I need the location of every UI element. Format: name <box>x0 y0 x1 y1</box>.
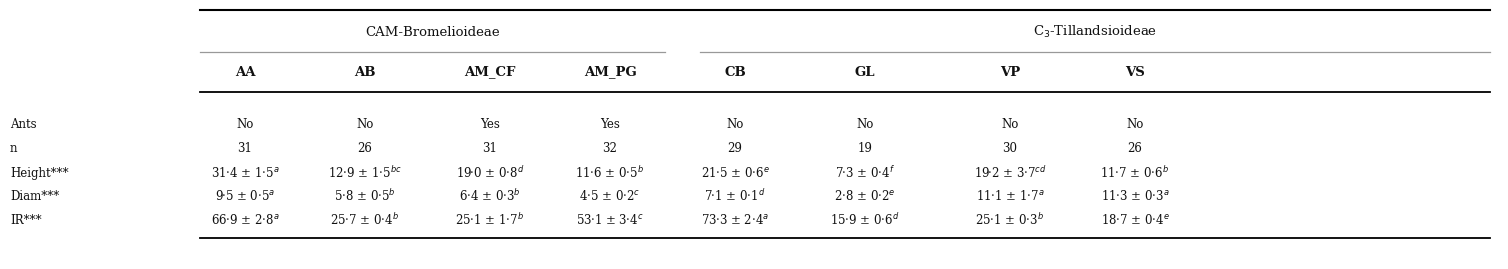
Text: IR***: IR*** <box>11 214 42 226</box>
Text: 25·1 ± 1·7$^{b}$: 25·1 ± 1·7$^{b}$ <box>455 212 525 228</box>
Text: AA: AA <box>235 65 255 79</box>
Text: 30: 30 <box>1003 141 1018 154</box>
Text: C$_3$-Tillandsioideae: C$_3$-Tillandsioideae <box>1033 24 1157 40</box>
Text: Yes: Yes <box>480 119 501 132</box>
Text: 11·7 ± 0·6$^{b}$: 11·7 ± 0·6$^{b}$ <box>1101 165 1170 181</box>
Text: 11·6 ± 0·5$^{b}$: 11·6 ± 0·5$^{b}$ <box>576 165 644 181</box>
Text: 26: 26 <box>357 141 372 154</box>
Text: 25·7 ± 0·4$^{b}$: 25·7 ± 0·4$^{b}$ <box>330 212 400 228</box>
Text: Height***: Height*** <box>11 167 69 179</box>
Text: Ants: Ants <box>11 119 36 132</box>
Text: 29: 29 <box>727 141 742 154</box>
Text: No: No <box>857 119 873 132</box>
Text: Yes: Yes <box>600 119 620 132</box>
Text: 2·8 ± 0·2$^{e}$: 2·8 ± 0·2$^{e}$ <box>834 189 896 203</box>
Text: 66·9 ± 2·8$^{a}$: 66·9 ± 2·8$^{a}$ <box>211 213 279 227</box>
Text: 31: 31 <box>483 141 498 154</box>
Text: 31: 31 <box>238 141 252 154</box>
Text: 4·5 ± 0·2$^{c}$: 4·5 ± 0·2$^{c}$ <box>579 189 641 203</box>
Text: 32: 32 <box>603 141 617 154</box>
Text: 19·0 ± 0·8$^{d}$: 19·0 ± 0·8$^{d}$ <box>455 165 525 181</box>
Text: AM_PG: AM_PG <box>584 65 636 79</box>
Text: 11·1 ± 1·7$^{a}$: 11·1 ± 1·7$^{a}$ <box>976 189 1045 203</box>
Text: 7·3 ± 0·4$^{f}$: 7·3 ± 0·4$^{f}$ <box>835 165 896 181</box>
Text: No: No <box>1126 119 1143 132</box>
Text: 19·2 ± 3·7$^{cd}$: 19·2 ± 3·7$^{cd}$ <box>974 165 1047 181</box>
Text: No: No <box>727 119 743 132</box>
Text: VS: VS <box>1125 65 1145 79</box>
Text: No: No <box>237 119 253 132</box>
Text: 19: 19 <box>858 141 873 154</box>
Text: AM_CF: AM_CF <box>464 65 516 79</box>
Text: CB: CB <box>724 65 746 79</box>
Text: GL: GL <box>855 65 875 79</box>
Text: AB: AB <box>354 65 375 79</box>
Text: 9·5 ± 0·5$^{a}$: 9·5 ± 0·5$^{a}$ <box>216 189 274 203</box>
Text: 31·4 ± 1·5$^{a}$: 31·4 ± 1·5$^{a}$ <box>211 166 279 180</box>
Text: Diam***: Diam*** <box>11 189 59 203</box>
Text: n: n <box>11 141 18 154</box>
Text: 73·3 ± 2·4$^{a}$: 73·3 ± 2·4$^{a}$ <box>701 213 769 227</box>
Text: 5·8 ± 0·5$^{b}$: 5·8 ± 0·5$^{b}$ <box>335 188 395 204</box>
Text: 7·1 ± 0·1$^{d}$: 7·1 ± 0·1$^{d}$ <box>704 188 766 204</box>
Text: 15·9 ± 0·6$^{d}$: 15·9 ± 0·6$^{d}$ <box>831 212 900 228</box>
Text: 53·1 ± 3·4$^{c}$: 53·1 ± 3·4$^{c}$ <box>576 213 644 227</box>
Text: VP: VP <box>1000 65 1019 79</box>
Text: 25·1 ± 0·3$^{b}$: 25·1 ± 0·3$^{b}$ <box>976 212 1045 228</box>
Text: No: No <box>1001 119 1019 132</box>
Text: 12·9 ± 1·5$^{bc}$: 12·9 ± 1·5$^{bc}$ <box>329 165 403 181</box>
Text: 6·4 ± 0·3$^{b}$: 6·4 ± 0·3$^{b}$ <box>458 188 520 204</box>
Text: 26: 26 <box>1128 141 1143 154</box>
Text: 21·5 ± 0·6$^{e}$: 21·5 ± 0·6$^{e}$ <box>701 166 769 180</box>
Text: 11·3 ± 0·3$^{a}$: 11·3 ± 0·3$^{a}$ <box>1101 189 1169 203</box>
Text: CAM-Bromelioideae: CAM-Bromelioideae <box>365 26 499 38</box>
Text: 18·7 ± 0·4$^{e}$: 18·7 ± 0·4$^{e}$ <box>1101 213 1170 227</box>
Text: No: No <box>356 119 374 132</box>
